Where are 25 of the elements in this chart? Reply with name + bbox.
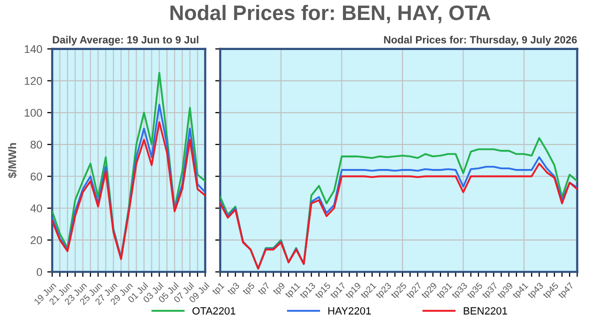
x-tick-label: tp9 bbox=[272, 282, 287, 296]
text: Nodal Prices for: BEN, HAY, OTA bbox=[170, 4, 490, 24]
legend-label: BEN2201 bbox=[464, 307, 508, 315]
x-tick-label: tp31 bbox=[436, 282, 454, 300]
legend-label: HAY2201 bbox=[328, 307, 371, 315]
y-tick-label: 40 bbox=[30, 204, 42, 212]
y-tick-label: 20 bbox=[30, 236, 42, 244]
x-tick-label: tp7 bbox=[257, 282, 272, 296]
x-tick-label: tp1 bbox=[212, 282, 226, 296]
y-tick-label: 80 bbox=[30, 140, 42, 149]
y-tick-label: 140 bbox=[24, 45, 42, 54]
chart-subtitle: Daily Average: 19 Jun to 9 Jul bbox=[52, 36, 198, 46]
y-tick-label: 0 bbox=[36, 268, 42, 276]
x-tick-label: tp21 bbox=[360, 282, 378, 300]
legend-label: OTA2201 bbox=[192, 307, 236, 315]
x-tick-label: tp11 bbox=[284, 282, 302, 300]
y-tick-label: 120 bbox=[24, 77, 42, 85]
y-tick-label: 60 bbox=[30, 172, 42, 180]
chart-subtitle: Nodal Prices for: Thursday, 9 July 2026 bbox=[384, 36, 577, 46]
x-tick-label: tp41 bbox=[512, 282, 530, 300]
y-axis-title: $/MWh bbox=[8, 143, 17, 178]
x-tick-label: tp3 bbox=[226, 282, 242, 296]
x-tick-label: tp5 bbox=[242, 282, 256, 296]
x-tick-label: tp39 bbox=[496, 282, 514, 300]
y-tick-label: 100 bbox=[24, 108, 42, 117]
